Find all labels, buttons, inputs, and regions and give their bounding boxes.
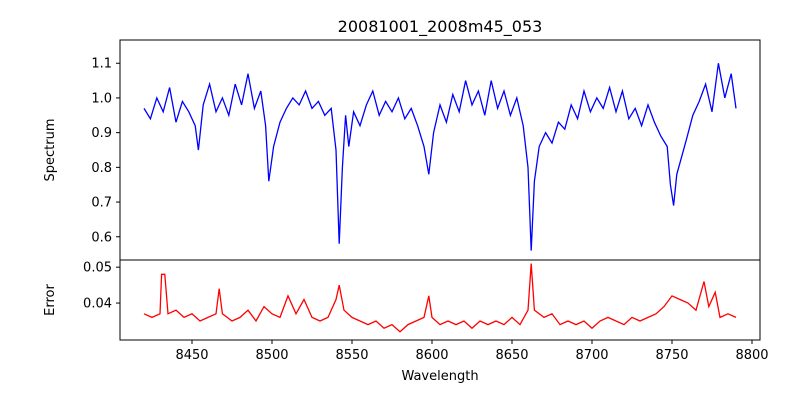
axes-frame xyxy=(119,39,761,261)
axes-frame xyxy=(119,259,761,341)
xtick-label: 8650 xyxy=(495,348,528,363)
ytick-label: 0.04 xyxy=(83,297,112,312)
ytick-label: 0.7 xyxy=(91,196,112,211)
xtick-label: 8750 xyxy=(655,348,688,363)
xtick-label: 8500 xyxy=(255,348,288,363)
ytick-label: 0.8 xyxy=(91,161,112,176)
spectrum-axes: 0.6 0.7 0.8 0.9 1.0 1.1 xyxy=(91,39,761,261)
xtick-label: 8600 xyxy=(415,348,448,363)
error-ylabel: Error xyxy=(43,284,58,316)
spectrum-ylabel: Spectrum xyxy=(43,119,58,182)
ytick-label: 1.0 xyxy=(91,91,112,106)
xtick-label: 8450 xyxy=(175,348,208,363)
xtick-label: 8700 xyxy=(575,348,608,363)
ytick-label: 0.6 xyxy=(91,230,112,245)
error-axes: 0.04 0.05 8450 8500 8550 8600 8650 8700 8750 8800 xyxy=(83,259,769,363)
xlabel: Wavelength xyxy=(401,369,478,384)
xtick-label: 8800 xyxy=(735,348,768,363)
chart-title: 20081001_2008m45_053 xyxy=(338,17,543,37)
error-line xyxy=(143,263,737,333)
spectrum-line xyxy=(143,63,737,251)
ytick-label: 0.9 xyxy=(91,126,112,141)
ytick-label: 1.1 xyxy=(91,57,112,72)
xtick-label: 8550 xyxy=(335,348,368,363)
ytick-label: 0.05 xyxy=(83,261,112,276)
